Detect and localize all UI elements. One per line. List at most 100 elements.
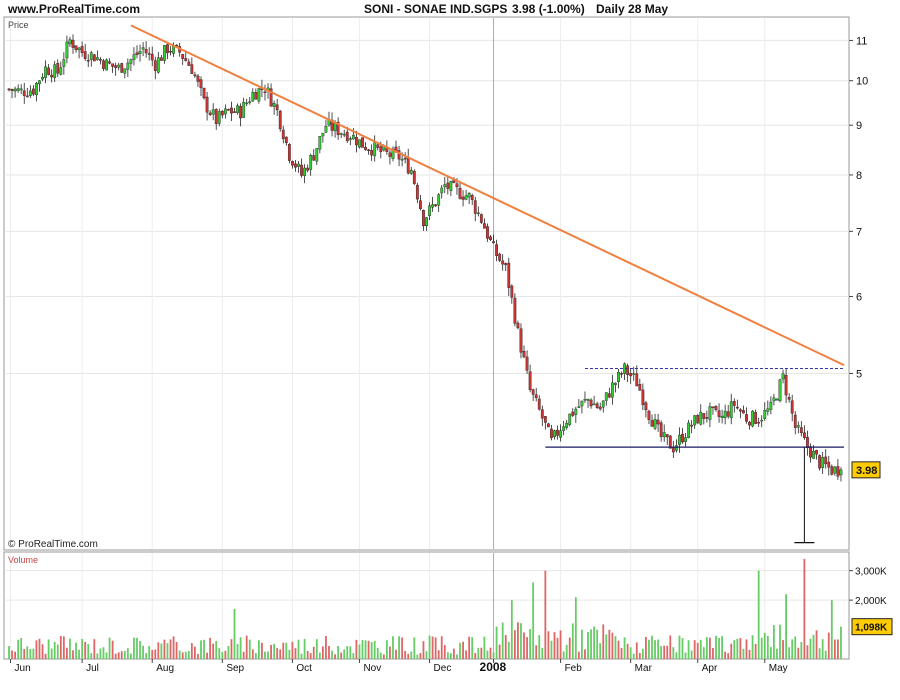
candle-body xyxy=(461,196,465,200)
volume-bar xyxy=(346,645,349,659)
volume-bar xyxy=(837,639,839,659)
candle-body xyxy=(248,101,252,104)
volume-panel[interactable]: 2,000K 3,000K 1,098K Volume xyxy=(3,551,893,660)
volume-bar xyxy=(666,645,669,659)
candle-body xyxy=(821,457,825,468)
volume-bar xyxy=(709,637,711,659)
volume-bar xyxy=(62,636,65,659)
volume-bar xyxy=(50,648,53,659)
volume-bar xyxy=(184,651,187,659)
candle-body xyxy=(483,223,486,229)
volume-bar xyxy=(504,635,507,659)
volume-bar xyxy=(779,624,781,659)
volume-bar xyxy=(209,637,212,659)
volume-bar xyxy=(364,640,367,659)
volume-bar xyxy=(803,558,806,659)
candle-body xyxy=(653,419,657,429)
volume-bar xyxy=(587,632,589,659)
volume-bar xyxy=(294,648,297,659)
volume-bar xyxy=(197,653,199,659)
candle-body xyxy=(754,412,758,424)
price-tick-label: 8 xyxy=(856,170,862,182)
candle-body xyxy=(272,103,276,107)
candle-body xyxy=(830,466,834,475)
candle-body xyxy=(227,109,230,111)
candle-body xyxy=(263,91,267,93)
volume-bar xyxy=(751,635,754,659)
volume-bar xyxy=(520,623,522,659)
candle-body xyxy=(836,466,840,477)
volume-bar xyxy=(242,651,245,659)
volume-bar xyxy=(59,636,62,659)
candle-body xyxy=(71,39,75,48)
volume-bar xyxy=(763,632,766,659)
candle-body xyxy=(303,167,307,176)
candle-body xyxy=(479,214,483,223)
candle-body xyxy=(223,108,227,115)
volume-bar xyxy=(395,649,397,659)
candle-body xyxy=(662,432,666,438)
volume-bar xyxy=(14,651,16,659)
candle-body xyxy=(342,133,346,136)
volume-bar xyxy=(562,651,565,659)
candle-body xyxy=(568,413,572,425)
volume-bar xyxy=(532,582,535,659)
candle-body xyxy=(284,136,288,143)
volume-bar xyxy=(794,636,797,659)
volume-bar xyxy=(712,647,714,659)
candle-body xyxy=(190,64,194,74)
candle-body xyxy=(230,107,233,114)
volume-bar xyxy=(11,650,13,659)
volume-bar xyxy=(96,653,99,659)
volume-bar xyxy=(355,639,358,659)
candle-body xyxy=(787,397,791,400)
volume-bar xyxy=(684,652,687,659)
volume-tick-label: 3,000K xyxy=(855,567,887,578)
volume-bar xyxy=(788,647,791,659)
volume-bar xyxy=(84,641,87,659)
x-tick-label: Dec xyxy=(434,663,452,674)
candle-body xyxy=(732,401,736,406)
volume-bar xyxy=(325,636,327,659)
candle-body xyxy=(126,62,130,70)
candle-body xyxy=(528,371,532,390)
candle-body xyxy=(799,427,803,434)
volume-bar xyxy=(577,651,580,659)
volume-bar xyxy=(117,652,120,659)
candle-body xyxy=(519,328,523,353)
candle-body xyxy=(610,382,614,398)
volume-bar xyxy=(739,638,742,659)
candle-body xyxy=(498,253,502,261)
volume-bar xyxy=(169,639,172,659)
candle-body xyxy=(22,90,26,96)
volume-bar xyxy=(565,644,568,659)
volume-bar xyxy=(251,649,254,659)
volume-bar xyxy=(590,629,592,659)
candle-body xyxy=(543,416,547,423)
candle-body xyxy=(166,44,169,54)
candle-body xyxy=(833,466,837,474)
volume-bar xyxy=(742,648,745,659)
volume-bar xyxy=(90,653,93,659)
volume-bar xyxy=(224,650,227,659)
candle-body xyxy=(571,411,575,416)
volume-bar xyxy=(696,642,699,659)
volume-bar xyxy=(571,623,574,659)
candle-body xyxy=(635,373,639,387)
quote-value: 3.98 (-1.00%) xyxy=(512,2,585,16)
volume-bar xyxy=(166,643,169,659)
volume-bar xyxy=(233,608,236,659)
price-tick-label: 9 xyxy=(856,120,862,132)
volume-bar xyxy=(218,648,221,659)
volume-bar xyxy=(114,653,117,659)
volume-bar xyxy=(736,638,739,659)
volume-bar xyxy=(489,647,492,659)
volume-bar xyxy=(648,639,650,659)
candle-body xyxy=(275,104,279,111)
volume-bar xyxy=(812,634,815,659)
candle-body xyxy=(775,399,779,401)
volume-bar xyxy=(623,637,626,659)
candle-body xyxy=(769,401,773,410)
price-panel[interactable]: 5 6 7 8 9 10 11 3.98 Price © ProRealTime.com xyxy=(3,16,881,551)
